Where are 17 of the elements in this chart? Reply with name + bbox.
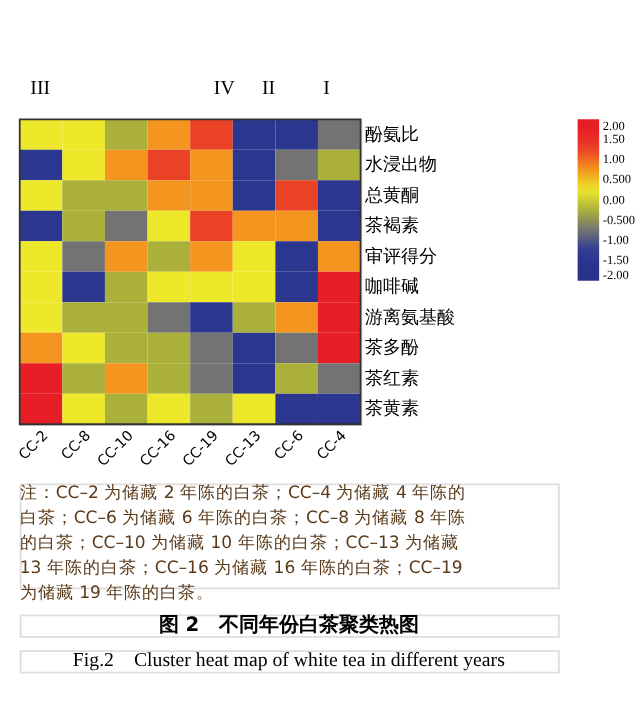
y-tick-label: 酚氨比 <box>365 123 420 146</box>
text: IV <box>213 78 237 101</box>
y-tick-label: 总黄酮 <box>363 184 420 207</box>
text: II <box>261 78 276 101</box>
y-tick-label: 茶褐素 <box>365 215 420 238</box>
text: I <box>323 78 330 101</box>
text: III <box>30 78 51 101</box>
y-tick-label: 茶红素 <box>365 367 420 390</box>
y-tick-label: 茶多酚 <box>365 337 420 360</box>
y-tick-label: 游离氨基酸 <box>365 306 456 329</box>
y-tick-label: 审评得分 <box>365 245 438 268</box>
y-tick-label: 茶黄素 <box>365 398 420 421</box>
y-tick-label: 咖啡碱 <box>365 276 420 299</box>
text: 图 2 不同年份白茶聚类热图 <box>158 612 420 637</box>
y-tick-label: 水浸出物 <box>365 154 438 177</box>
text: 注：CC–2 为储藏 2 年陈的白茶；CC–4 为储藏 4 年陈的白茶；CC–6 为储藏 6 年陈的白茶；CC–8 为储藏 8 年陈的白茶；CC–10 为储藏 10 年陈的白茶；CC–13 为储藏 13 年陈的白茶；CC–16 为储藏 16 年陈的白茶；CC–19 为储藏 19 年陈的白茶。 <box>19 481 467 605</box>
text: Fig.2 Cluster heat map of white tea in different years <box>72 650 506 673</box>
